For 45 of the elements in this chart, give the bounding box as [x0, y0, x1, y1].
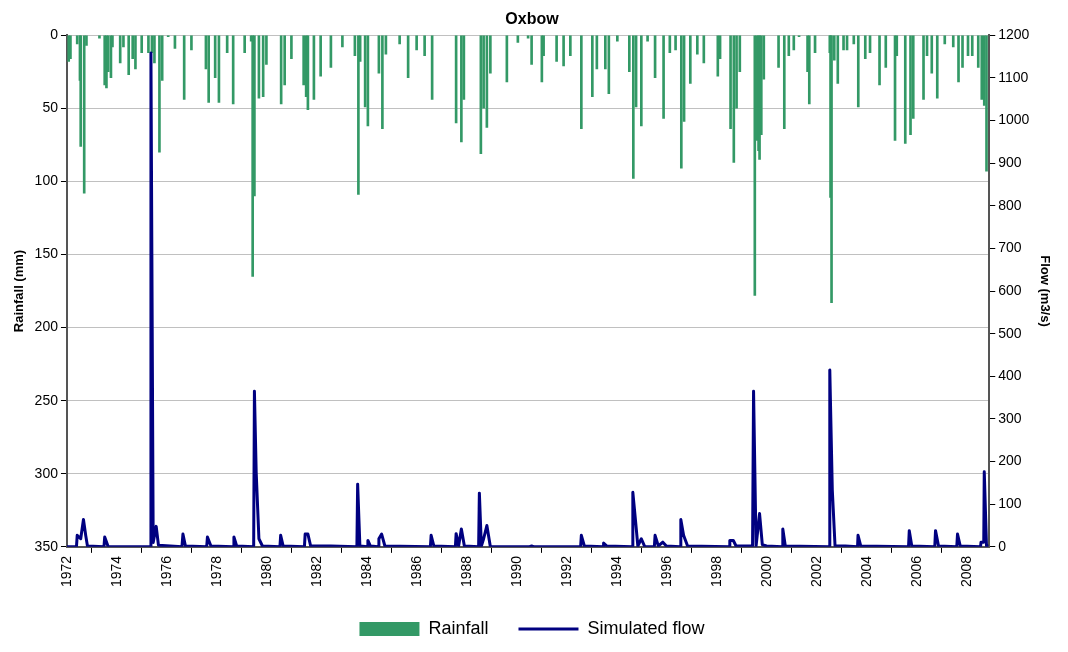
x-tick-label: 2000: [757, 555, 774, 588]
y-tick-label: 150: [34, 245, 59, 262]
x-tick-label: 1982: [307, 555, 324, 588]
x-tick-label: 1980: [257, 555, 274, 588]
x-tick-label: 1984: [357, 555, 374, 588]
x-tick-label: 1988: [457, 555, 474, 588]
x-tick-label: 1976: [157, 555, 174, 588]
y-tick-label: 100: [34, 172, 59, 189]
x-tick-label: 1994: [607, 555, 624, 588]
x-tick-label: 1986: [407, 555, 424, 588]
x-tick-label: 2002: [807, 555, 824, 588]
y-tick-label: 50: [42, 99, 59, 116]
y2-axis-title: Flow (m3/s): [1037, 255, 1053, 327]
y2-tick-label: 1100: [998, 68, 1029, 85]
x-tick-label: 2004: [857, 555, 874, 588]
y-axis-title: Rainfall (mm): [11, 249, 27, 333]
chart-title: Oxbow: [505, 10, 560, 28]
x-tick-label: 2008: [957, 555, 974, 588]
y-tick-label: 300: [34, 464, 59, 481]
legend-label: Rainfall: [428, 617, 489, 638]
y2-tick-label: 500: [998, 324, 1022, 341]
y-tick-label: 350: [34, 537, 59, 554]
y2-tick-label: 200: [998, 452, 1022, 469]
x-tick-label: 2006: [907, 555, 924, 588]
x-tick-label: 1996: [657, 555, 674, 588]
y2-tick-label: 0: [998, 537, 1007, 554]
x-tick-label: 1992: [557, 555, 574, 588]
x-tick-label: 1990: [507, 555, 524, 588]
y2-tick-label: 600: [998, 281, 1022, 298]
x-tick-label: 1974: [107, 555, 124, 588]
y-tick-label: 250: [34, 391, 59, 408]
y2-tick-label: 400: [998, 367, 1022, 384]
x-tick-label: 1998: [707, 555, 724, 588]
y2-tick-label: 100: [998, 495, 1022, 512]
x-tick-label: 1978: [207, 555, 224, 588]
y2-tick-label: 700: [998, 239, 1022, 256]
y2-tick-label: 300: [998, 409, 1022, 426]
y2-tick-label: 1000: [998, 111, 1030, 128]
y2-tick-label: 800: [998, 196, 1022, 213]
y2-tick-label: 900: [998, 153, 1022, 170]
legend-label: Simulated flow: [587, 617, 706, 638]
y-tick-label: 0: [50, 26, 59, 43]
y2-tick-label: 1200: [998, 26, 1030, 43]
y-tick-label: 200: [34, 318, 59, 335]
x-tick-label: 1972: [57, 555, 74, 588]
